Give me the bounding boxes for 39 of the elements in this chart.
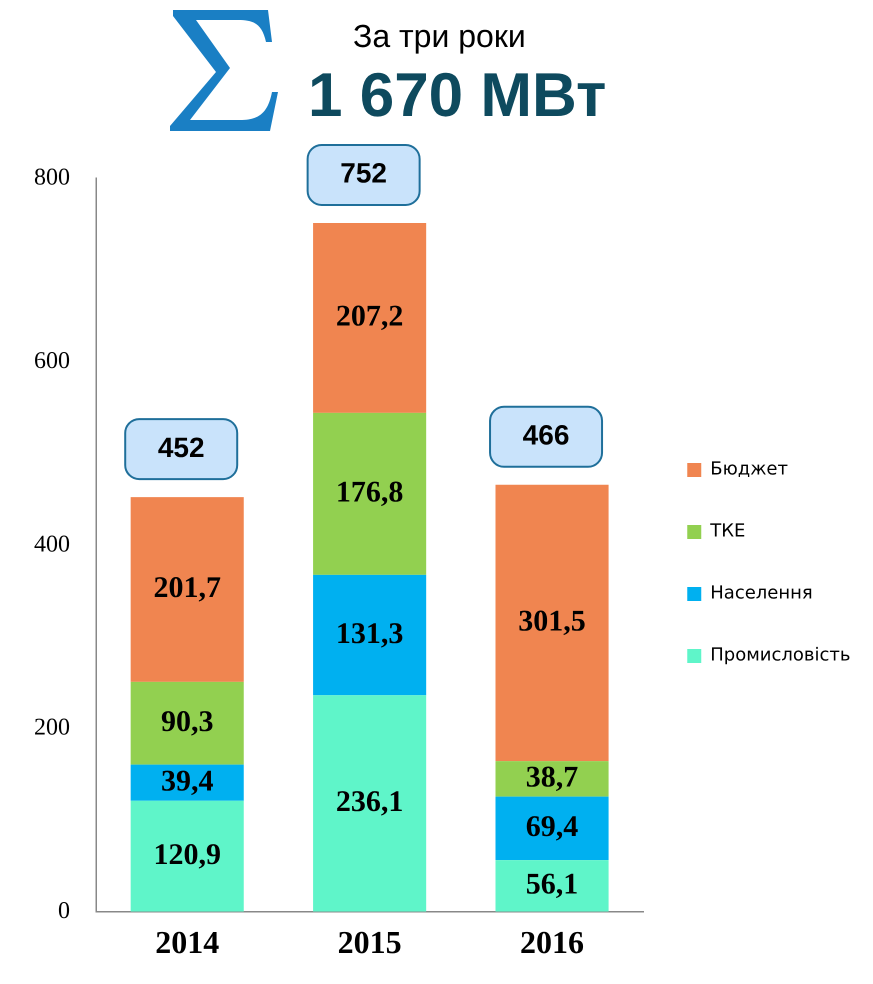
bar xyxy=(495,484,609,762)
y-tick-label: 200 xyxy=(34,714,70,741)
data-label: 236,1 xyxy=(336,785,404,818)
bar xyxy=(495,860,609,912)
data-label: 176,8 xyxy=(336,476,404,509)
bar xyxy=(313,695,426,912)
data-label: 39,4 xyxy=(160,764,214,798)
data-label: 90,3 xyxy=(160,705,214,738)
bar xyxy=(495,796,609,860)
bar xyxy=(130,682,244,765)
y-tick-label: 600 xyxy=(34,348,70,374)
total-label: 466 xyxy=(522,420,570,451)
data-label: 301,5 xyxy=(518,604,586,638)
legend-label: Бюджет xyxy=(710,458,788,480)
bar xyxy=(313,222,426,413)
bar xyxy=(313,412,426,575)
x-tick-label: 2015 xyxy=(338,924,402,960)
bar xyxy=(130,800,244,912)
data-label: 56,1 xyxy=(526,868,578,901)
bar xyxy=(313,574,426,696)
y-tick-label: 400 xyxy=(34,531,70,558)
x-tick-label: 2016 xyxy=(520,924,584,960)
data-label: 38,7 xyxy=(526,760,578,794)
legend-label: Населення xyxy=(710,582,813,604)
y-tick-label: 800 xyxy=(34,164,70,191)
x-tick-label: 2014 xyxy=(155,924,220,960)
chart-title: За три роки xyxy=(353,18,526,55)
total-label: 452 xyxy=(158,432,205,463)
data-label: 131,3 xyxy=(336,616,404,650)
data-label: 207,2 xyxy=(336,300,404,333)
bar xyxy=(130,497,244,682)
total-label: 752 xyxy=(340,158,387,189)
data-label: 201,7 xyxy=(153,571,221,604)
y-tick-label: 0 xyxy=(58,898,70,924)
legend-label: ТКЕ xyxy=(709,520,746,542)
data-label: 120,9 xyxy=(153,838,221,871)
chart-subtitle: 1 670 МВт xyxy=(308,60,606,131)
data-label: 69,4 xyxy=(526,810,578,844)
legend-label: Промисловість xyxy=(710,644,851,666)
